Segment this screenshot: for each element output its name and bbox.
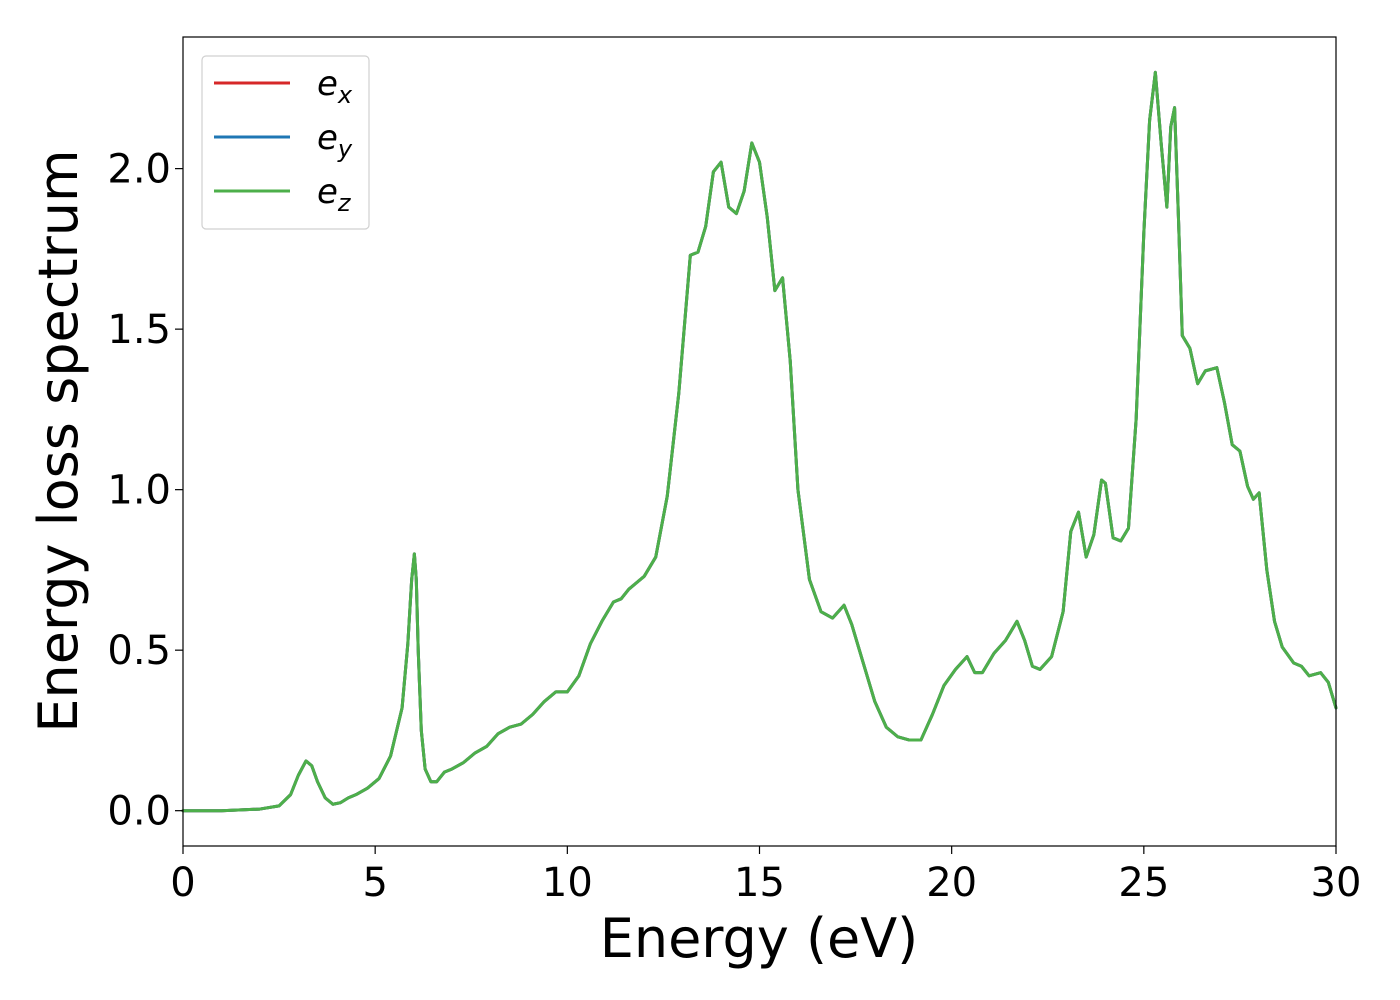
legend-label: ez (317, 172, 352, 217)
x-tick-label: 10 (542, 860, 593, 906)
y-tick-label: 1.5 (107, 307, 171, 353)
series-layer (181, 70, 1338, 813)
x-tick-label: 30 (1311, 860, 1362, 906)
x-tick-label: 15 (734, 860, 785, 906)
legend: ex ey ez (201, 55, 370, 230)
y-tick-label: 1.0 (107, 468, 171, 514)
series-line-e-z (181, 70, 1338, 813)
legend-box (201, 55, 370, 230)
x-axis-label: Energy (eV) (600, 907, 919, 970)
ticks-layer: 0 5 10 15 20 25 30 0.0 0.5 1.0 1.5 2.0 (107, 147, 1361, 906)
y-axis-label: Energy loss spectrum (27, 149, 90, 732)
y-tick-label: 2.0 (107, 147, 171, 193)
x-tick-label: 20 (926, 860, 977, 906)
legend-label: ex (317, 64, 353, 109)
y-tick-label: 0.0 (107, 789, 171, 835)
x-tick-label: 25 (1118, 860, 1169, 906)
x-tick-label: 0 (170, 860, 195, 906)
y-tick-label: 0.5 (107, 628, 171, 674)
x-tick-label: 5 (362, 860, 387, 906)
legend-label: ey (317, 118, 353, 163)
